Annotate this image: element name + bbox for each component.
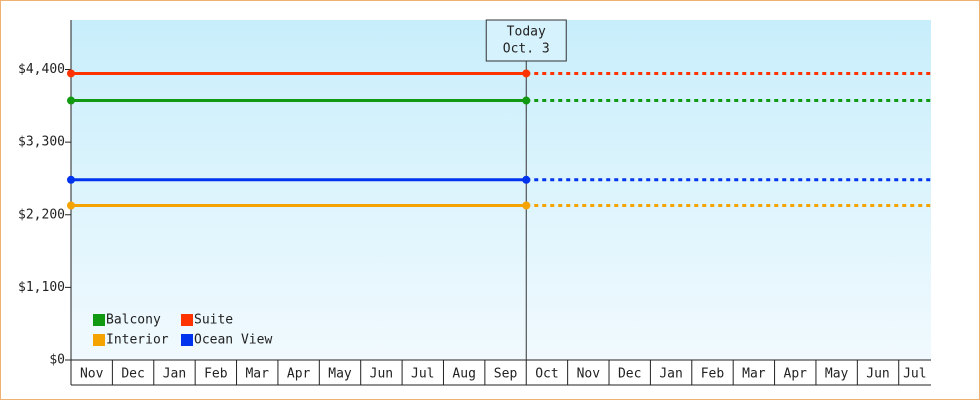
x-tick-label: Dec [618, 367, 641, 382]
today-box [485, 19, 567, 62]
series-point [67, 175, 75, 184]
series-point [522, 175, 531, 184]
today-label: Oct. 3 [503, 42, 550, 57]
legend-label: Ocean View [194, 333, 272, 348]
x-tick-label: Feb [701, 367, 725, 382]
y-tick-label: $0 [49, 353, 65, 368]
x-tick-label: Aug [452, 367, 475, 382]
x-tick-label: Jun [370, 367, 393, 382]
legend-label: Suite [194, 313, 233, 328]
legend-label: Balcony [106, 313, 161, 328]
x-tick-label: Nov [577, 367, 601, 382]
legend-label: Interior [106, 333, 169, 348]
x-tick-label: Jan [163, 367, 186, 382]
x-tick-label: Apr [784, 367, 808, 382]
x-tick-label: May [328, 367, 352, 382]
y-tick-label: $2,200 [18, 207, 65, 222]
legend-swatch [93, 314, 105, 326]
series-point [67, 96, 75, 105]
today-label: Today [507, 25, 546, 40]
x-tick-label: Mar [742, 367, 766, 382]
series-point [522, 69, 531, 78]
series-point [522, 96, 531, 105]
x-tick-label: Sep [494, 367, 518, 382]
y-tick-label: $1,100 [18, 280, 65, 295]
legend-swatch [93, 334, 105, 346]
series-point [522, 201, 531, 210]
x-tick-label: Dec [121, 367, 144, 382]
x-tick-label: Jul [903, 367, 926, 382]
x-tick-label: Jul [411, 367, 434, 382]
x-tick-label: Jan [659, 367, 682, 382]
y-tick-label: $3,300 [18, 135, 65, 150]
x-tick-label: Feb [204, 367, 228, 382]
x-tick-label: Apr [287, 367, 311, 382]
series-point [67, 201, 75, 210]
series-point [67, 69, 75, 78]
x-tick-label: Mar [245, 367, 269, 382]
y-tick-label: $4,400 [18, 62, 65, 77]
legend-swatch [181, 314, 193, 326]
x-tick-label: May [825, 367, 849, 382]
x-tick-label: Nov [80, 367, 104, 382]
plot-area [71, 20, 931, 360]
legend-swatch [181, 334, 193, 346]
x-tick-label: Jun [866, 367, 889, 382]
x-tick-label: Oct [535, 367, 558, 382]
